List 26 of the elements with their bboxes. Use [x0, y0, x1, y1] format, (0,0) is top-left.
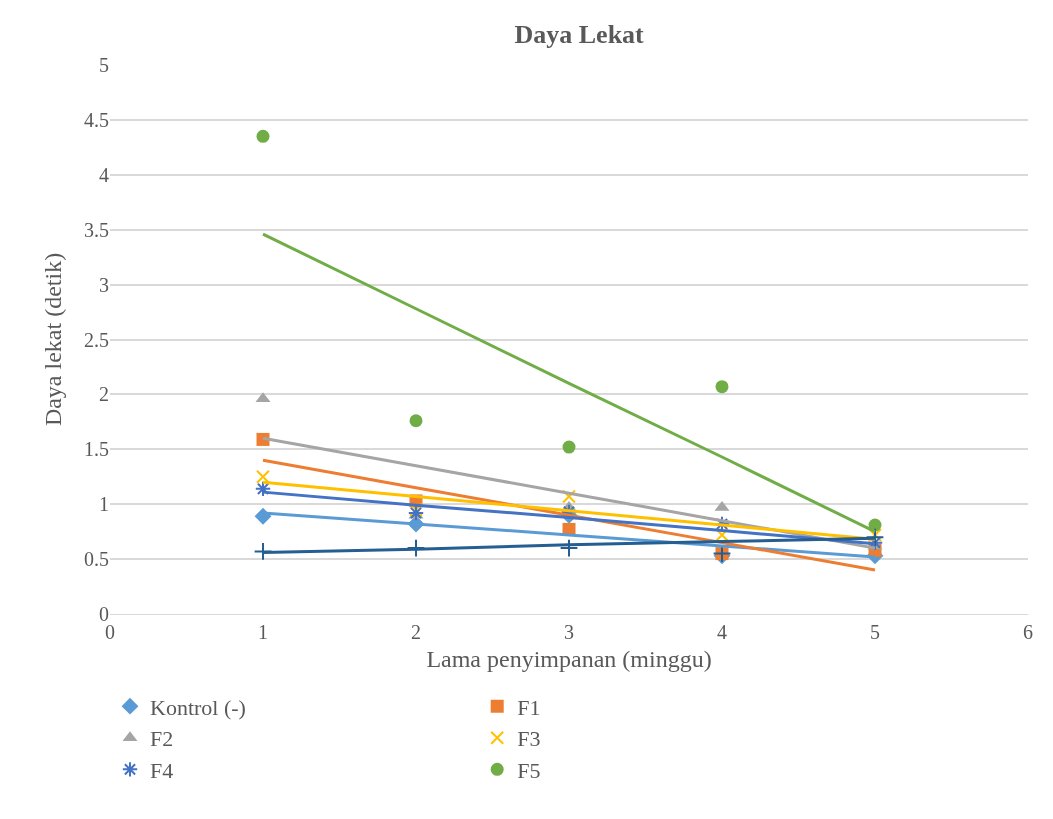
y-tick-label: 0.5 — [84, 548, 109, 571]
y-tick-label: 0 — [99, 603, 109, 625]
x-tick-label: 4 — [717, 621, 727, 643]
x-tick-label: 6 — [1023, 621, 1033, 643]
y-tick-label: 1.5 — [84, 438, 109, 461]
chart-title: Daya Lekat — [514, 19, 645, 49]
x-tick-label: 2 — [411, 621, 421, 643]
legend-label: F5 — [517, 757, 541, 783]
legend-label: F2 — [150, 726, 174, 752]
legend-label: F4 — [150, 757, 174, 783]
x-axis-title: Lama penyimpanan (minggu) — [426, 646, 712, 673]
y-tick-label: 2 — [99, 383, 109, 406]
y-tick-label: 5 — [99, 54, 109, 76]
x-tick-label: 1 — [258, 621, 268, 643]
y-tick-label: 4 — [99, 163, 109, 186]
y-tick-label: 3.5 — [84, 218, 109, 241]
legend-label: F1 — [517, 694, 541, 720]
y-tick-label: 4.5 — [84, 108, 109, 131]
y-tick-label: 1 — [99, 493, 109, 516]
x-tick-label: 3 — [564, 621, 574, 643]
legend-label: F3 — [517, 726, 541, 752]
y-axis-title: Daya lekat (detik) — [40, 252, 67, 427]
legend-label: Kontrol (-) — [150, 694, 246, 720]
y-tick-label: 3 — [99, 273, 109, 296]
x-tick-label: 5 — [870, 621, 880, 643]
y-tick-label: 2.5 — [84, 328, 109, 351]
